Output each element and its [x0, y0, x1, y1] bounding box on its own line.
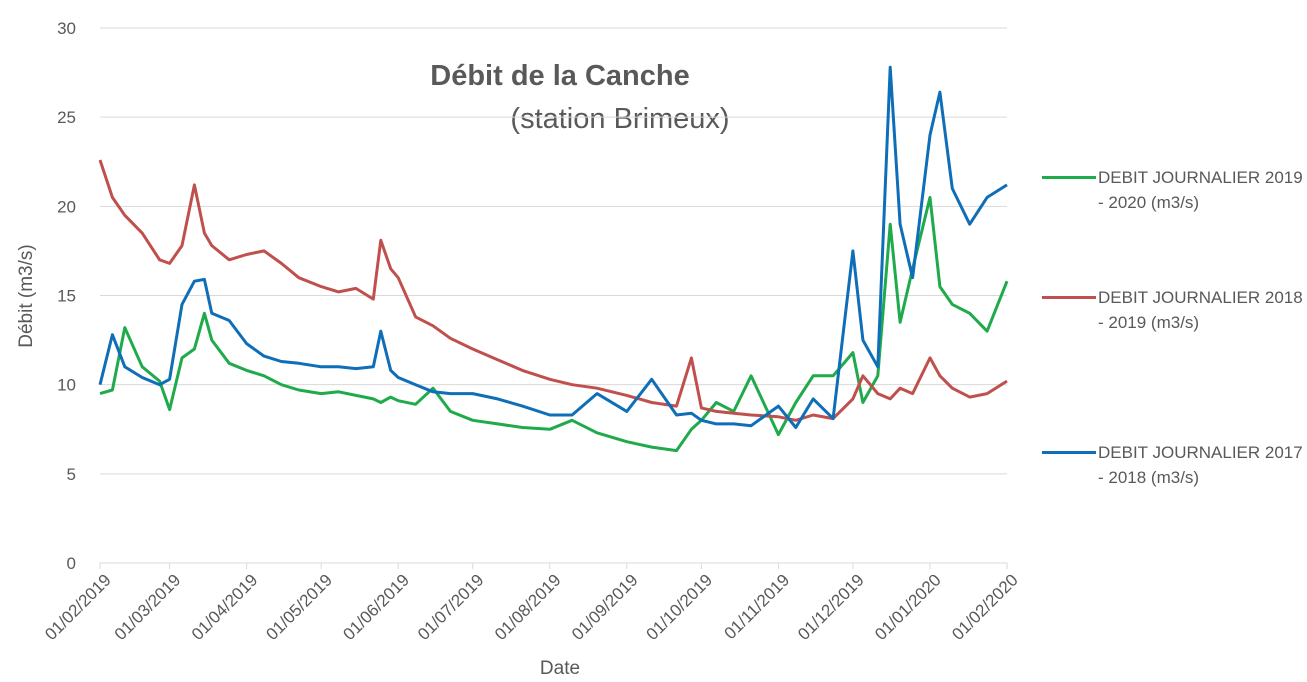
x-tick-label: 01/08/2019: [491, 570, 565, 644]
legend-swatch: [1042, 451, 1096, 454]
legend-label: DEBIT JOURNALIER 2018 - 2019 (m3/s): [1098, 288, 1303, 332]
x-tick-label: 01/01/2020: [871, 570, 945, 644]
series-line: [99, 195, 1009, 453]
y-tick-label: 25: [57, 108, 76, 127]
series-line: [98, 65, 1008, 429]
y-tick-label: 5: [67, 465, 76, 484]
y-tick-label: 0: [67, 554, 76, 573]
x-tick-label: 01/11/2019: [721, 570, 794, 643]
legend-label: DEBIT JOURNALIER 2017 - 2018 (m3/s): [1098, 443, 1303, 487]
chart-title: Débit de la Canche: [430, 60, 689, 92]
x-tick-label: 01/12/2019: [794, 570, 868, 644]
x-tick-label: 01/02/2020: [948, 570, 1022, 644]
y-tick-label: 10: [57, 376, 76, 395]
series-line: [98, 159, 1008, 422]
legend-label: DEBIT JOURNALIER 2019 - 2020 (m3/s): [1098, 168, 1303, 212]
y-tick-label: 15: [57, 287, 76, 306]
legend-swatch: [1042, 176, 1096, 179]
x-tick-label: 01/06/2019: [339, 570, 413, 644]
x-axis-label: Date: [540, 658, 580, 679]
x-tick-label: 01/07/2019: [414, 570, 488, 644]
x-tick-label: 01/10/2019: [643, 570, 717, 644]
y-tick-label: 30: [57, 19, 76, 38]
x-tick-label: 01/05/2019: [262, 570, 336, 644]
x-tick-label: 01/02/2019: [41, 570, 115, 644]
legend-entry: DEBIT JOURNALIER 2019 - 2020 (m3/s): [1042, 165, 1307, 215]
y-tick-label: 20: [57, 197, 76, 216]
x-tick-label: 01/09/2019: [568, 570, 642, 644]
y-axis-label: Débit (m3/s): [16, 244, 37, 347]
legend-swatch: [1042, 296, 1096, 299]
chart-subtitle: (station Brimeux): [510, 103, 729, 135]
x-tick-label: 01/03/2019: [111, 570, 185, 644]
x-tick-label: 01/04/2019: [188, 570, 262, 644]
legend-entry: DEBIT JOURNALIER 2017 - 2018 (m3/s): [1042, 440, 1307, 490]
legend-entry: DEBIT JOURNALIER 2018 - 2019 (m3/s): [1042, 285, 1307, 335]
